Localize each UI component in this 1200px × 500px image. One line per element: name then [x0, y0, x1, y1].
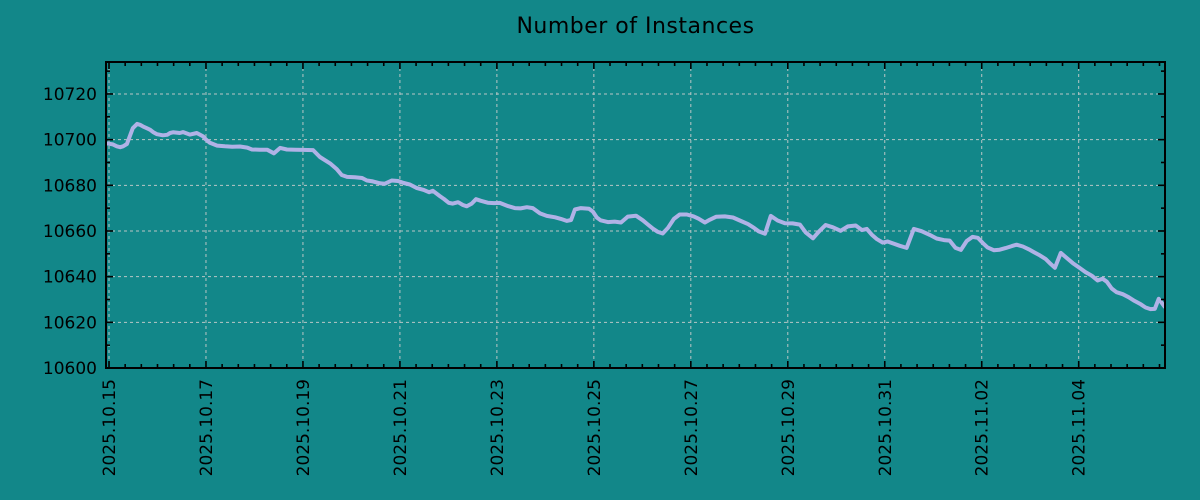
x-tick-label: 2025.10.19: [294, 379, 314, 476]
x-tick-label: 2025.10.15: [100, 379, 120, 476]
x-tick-label: 2025.11.02: [973, 379, 993, 476]
x-tick-label: 2025.10.21: [391, 379, 411, 476]
x-tick-label: 2025.10.23: [488, 379, 508, 476]
y-tick-label: 10620: [43, 313, 97, 333]
x-tick-label: 2025.10.31: [876, 379, 896, 476]
chart-title: Number of Instances: [516, 14, 755, 39]
plot-frame: [105, 61, 1166, 369]
y-tick-label: 10720: [43, 85, 97, 105]
data-series-line: [106, 121, 1165, 312]
x-tick-label: 2025.10.27: [682, 379, 702, 476]
y-tick-label: 10700: [43, 131, 97, 151]
y-tick-label: 10660: [43, 222, 97, 242]
y-tick-label: 10600: [43, 359, 97, 379]
y-tick-label: 10680: [43, 176, 97, 196]
x-tick-label: 2025.11.04: [1070, 379, 1090, 476]
x-tick-label: 2025.10.17: [197, 379, 217, 476]
x-tick-label: 2025.10.25: [585, 379, 605, 476]
y-tick-label: 10640: [43, 268, 97, 288]
x-tick-label: 2025.10.29: [779, 379, 799, 476]
